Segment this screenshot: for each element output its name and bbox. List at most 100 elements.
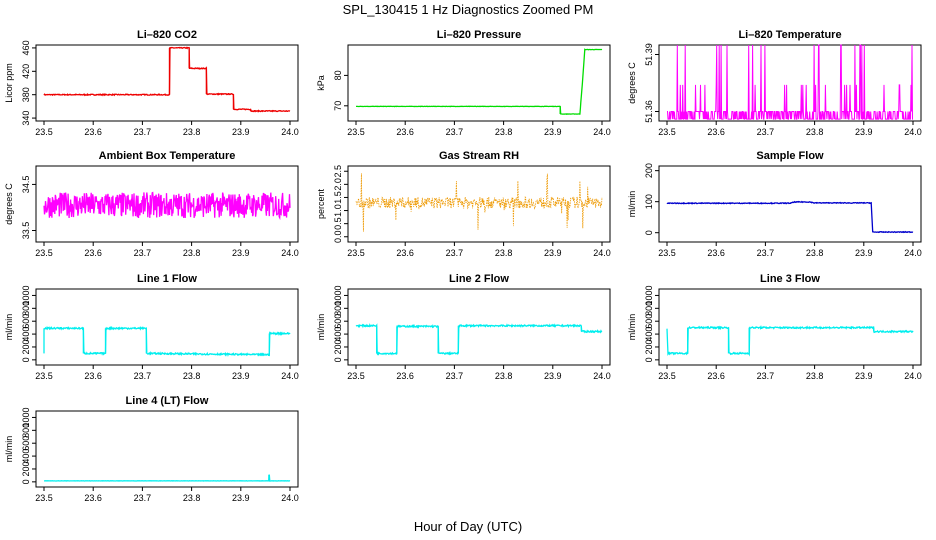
x-tick-label: 23.8 bbox=[495, 248, 513, 258]
x-tick-label: 23.8 bbox=[806, 248, 824, 258]
y-tick-label: 0 bbox=[21, 479, 31, 484]
y-axis-label: kPa bbox=[316, 75, 326, 91]
x-tick-label: 24.0 bbox=[593, 371, 611, 381]
y-tick-label: 80 bbox=[333, 70, 343, 80]
x-tick-label: 23.7 bbox=[446, 127, 464, 137]
x-tick-label: 23.5 bbox=[35, 493, 53, 503]
x-tick-label: 23.8 bbox=[495, 371, 513, 381]
x-tick-label: 23.9 bbox=[855, 127, 873, 137]
plot-frame bbox=[35, 165, 299, 243]
y-tick-label: 600 bbox=[644, 314, 654, 329]
y-tick-label: 34.5 bbox=[21, 176, 31, 194]
x-tick-label: 23.6 bbox=[396, 371, 414, 381]
plot-frame bbox=[35, 410, 299, 488]
panel-title: Gas Stream RH bbox=[439, 150, 519, 162]
panel-10: Line 4 (LT) Flow 23.5 23.6 23.7 23.8 23.9 24.0… bbox=[4, 395, 299, 503]
figure-title: SPL_130415 1 Hz Diagnostics Zoomed PM bbox=[343, 2, 594, 17]
x-tick-label: 23.7 bbox=[757, 127, 775, 137]
x-tick-label: 23.7 bbox=[446, 248, 464, 258]
y-tick-label: 200 bbox=[21, 461, 31, 476]
x-tick-label: 24.0 bbox=[281, 127, 299, 137]
x-tick-label: 24.0 bbox=[904, 127, 922, 137]
y-tick-label: 200 bbox=[21, 339, 31, 354]
y-axis-label: ml/min bbox=[316, 314, 326, 341]
y-axis-label: degrees C bbox=[627, 62, 637, 104]
y-tick-label: 800 bbox=[644, 301, 654, 316]
y-tick-label: 800 bbox=[21, 423, 31, 438]
y-tick-label: 340 bbox=[21, 111, 31, 126]
x-tick-label: 24.0 bbox=[904, 371, 922, 381]
x-tick-label: 23.5 bbox=[35, 371, 53, 381]
x-tick-label: 23.9 bbox=[232, 248, 250, 258]
x-tick-label: 23.7 bbox=[446, 371, 464, 381]
y-axis-label: degrees C bbox=[4, 183, 14, 225]
x-tick-label: 24.0 bbox=[904, 248, 922, 258]
y-tick-label: 0 bbox=[644, 230, 654, 235]
panel-4: Ambient Box Temperature 23.5 23.6 23.7 23.8 2… bbox=[4, 150, 299, 258]
panel-title: Line 3 Flow bbox=[760, 273, 820, 285]
y-tick-label: 51.39 bbox=[644, 43, 654, 66]
y-tick-label: 2.0 bbox=[333, 178, 343, 191]
x-tick-label: 23.9 bbox=[232, 493, 250, 503]
x-tick-label: 23.8 bbox=[183, 371, 201, 381]
x-tick-label: 23.6 bbox=[84, 493, 102, 503]
y-tick-label: 600 bbox=[21, 436, 31, 451]
x-tick-label: 23.7 bbox=[134, 127, 152, 137]
panel-6: Sample Flow 23.5 23.6 23.7 23.8 23.9 24.0 0 100 2… bbox=[627, 150, 922, 258]
series-line bbox=[44, 474, 291, 482]
series-line bbox=[667, 44, 913, 120]
y-tick-label: 1.5 bbox=[333, 191, 343, 204]
y-axis-label: ml/min bbox=[4, 436, 14, 463]
y-tick-label: 400 bbox=[21, 449, 31, 464]
panel-title: Ambient Box Temperature bbox=[99, 150, 236, 162]
x-tick-label: 23.6 bbox=[396, 248, 414, 258]
y-tick-label: 600 bbox=[333, 314, 343, 329]
x-tick-label: 23.8 bbox=[495, 127, 513, 137]
y-tick-label: 460 bbox=[21, 40, 31, 55]
x-tick-label: 23.6 bbox=[707, 248, 725, 258]
y-tick-label: 420 bbox=[21, 64, 31, 79]
panel-2: Li–820 Pressure 23.5 23.6 23.7 23.8 23.9 24.0 7… bbox=[316, 29, 611, 137]
x-tick-label: 24.0 bbox=[281, 493, 299, 503]
y-axis-label: ml/min bbox=[627, 191, 637, 218]
x-tick-label: 23.8 bbox=[806, 127, 824, 137]
plot-frame bbox=[658, 288, 922, 366]
figure-xlabel: Hour of Day (UTC) bbox=[414, 519, 522, 534]
y-tick-label: 0 bbox=[21, 357, 31, 362]
x-tick-label: 23.8 bbox=[183, 493, 201, 503]
panel-3: Li–820 Temperature 23.5 23.6 23.7 23.8 23.9 24… bbox=[627, 29, 922, 137]
x-tick-label: 23.5 bbox=[347, 371, 365, 381]
x-tick-label: 23.5 bbox=[347, 248, 365, 258]
series-line bbox=[356, 48, 603, 115]
plot-frame bbox=[347, 44, 611, 122]
x-tick-label: 23.9 bbox=[232, 127, 250, 137]
panel-title: Line 2 Flow bbox=[449, 273, 509, 285]
y-tick-label: 0 bbox=[333, 357, 343, 362]
x-tick-label: 24.0 bbox=[281, 248, 299, 258]
series-line bbox=[666, 200, 914, 234]
y-tick-label: 200 bbox=[644, 339, 654, 354]
y-tick-label: 1.0 bbox=[333, 204, 343, 217]
y-tick-label: 70 bbox=[333, 101, 343, 111]
y-tick-label: 800 bbox=[333, 301, 343, 316]
x-tick-label: 23.6 bbox=[707, 371, 725, 381]
y-tick-label: 51.36 bbox=[644, 100, 654, 123]
y-tick-label: 400 bbox=[644, 327, 654, 342]
x-tick-label: 23.6 bbox=[84, 248, 102, 258]
x-tick-label: 23.5 bbox=[35, 127, 53, 137]
panel-8: Line 2 Flow 23.5 23.6 23.7 23.8 23.9 24.0 0 2004… bbox=[316, 273, 611, 381]
y-axis-label: Licor ppm bbox=[4, 63, 14, 103]
x-tick-label: 23.7 bbox=[757, 371, 775, 381]
series-line bbox=[43, 46, 291, 113]
panel-7: Line 1 Flow 23.5 23.6 23.7 23.8 23.9 24.0 0 2004… bbox=[4, 273, 299, 381]
panel-title: Line 4 (LT) Flow bbox=[126, 395, 209, 407]
x-tick-label: 23.6 bbox=[84, 371, 102, 381]
x-tick-label: 23.5 bbox=[658, 127, 676, 137]
panels: Li–820 CO2 23.5 23.6 23.7 23.8 23.9 24.0 340 380… bbox=[4, 29, 922, 503]
series-line bbox=[43, 191, 291, 221]
series-points bbox=[355, 173, 603, 232]
x-tick-label: 23.5 bbox=[347, 127, 365, 137]
panel-title: Sample Flow bbox=[756, 150, 824, 162]
panel-9: Line 3 Flow 23.5 23.6 23.7 23.8 23.9 24.0 0 2004… bbox=[627, 273, 922, 381]
